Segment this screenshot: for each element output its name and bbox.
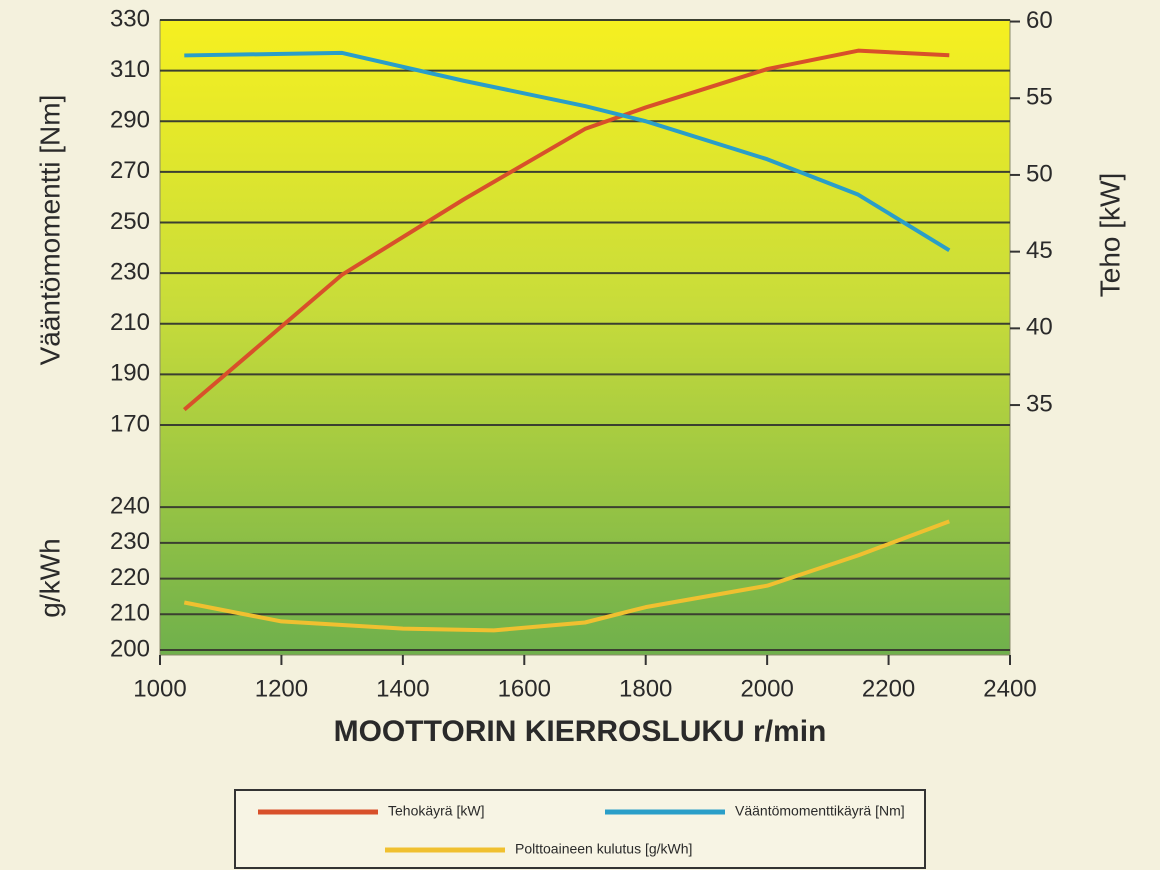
x-tick-label: 2200: [862, 675, 915, 702]
y2-tick-label: 45: [1026, 237, 1053, 264]
y2-tick-label: 35: [1026, 390, 1053, 417]
x-tick-label: 1800: [619, 675, 672, 702]
y-tick-label: 210: [110, 600, 150, 627]
y-axis-title: g/kWh: [34, 538, 65, 617]
y-axis-title: Vääntömomentti [Nm]: [34, 95, 65, 366]
x-tick-label: 1200: [255, 675, 308, 702]
y-tick-label: 270: [110, 157, 150, 184]
data-line: [182, 48, 950, 412]
x-tick-label: 1400: [376, 675, 429, 702]
y-tick-label: 210: [110, 309, 150, 336]
legend-label: Tehokäyrä [kW]: [388, 803, 484, 819]
y2-tick-label: 40: [1026, 314, 1053, 341]
y2-tick-label: 50: [1026, 160, 1053, 187]
data-line: [183, 519, 950, 633]
y-tick-label: 200: [110, 635, 150, 662]
data-line: [184, 50, 951, 253]
y-tick-label: 290: [110, 107, 150, 134]
y2-axis-title: Teho [kW]: [1094, 173, 1125, 297]
y-tick-label: 330: [110, 5, 150, 32]
y-tick-label: 250: [110, 208, 150, 235]
x-tick-label: 2400: [983, 675, 1036, 702]
y-tick-label: 220: [110, 564, 150, 591]
y-tick-label: 230: [110, 258, 150, 285]
y-tick-label: 230: [110, 528, 150, 555]
legend-label: Polttoaineen kulutus [g/kWh]: [515, 841, 692, 857]
y2-tick-label: 60: [1026, 7, 1053, 34]
y-tick-label: 310: [110, 56, 150, 83]
y-tick-label: 170: [110, 410, 150, 437]
legend-label: Vääntömomenttikäyrä [Nm]: [735, 803, 905, 819]
x-tick-label: 1600: [498, 675, 551, 702]
plot-area: [159, 19, 1011, 656]
y-tick-label: 240: [110, 492, 150, 519]
legend: [234, 789, 926, 869]
x-axis-title: MOOTTORIN KIERROSLUKU r/min: [334, 715, 827, 748]
y2-tick-label: 55: [1026, 84, 1053, 111]
y-tick-label: 190: [110, 360, 150, 387]
x-tick-label: 1000: [133, 675, 186, 702]
x-tick-label: 2000: [740, 675, 793, 702]
